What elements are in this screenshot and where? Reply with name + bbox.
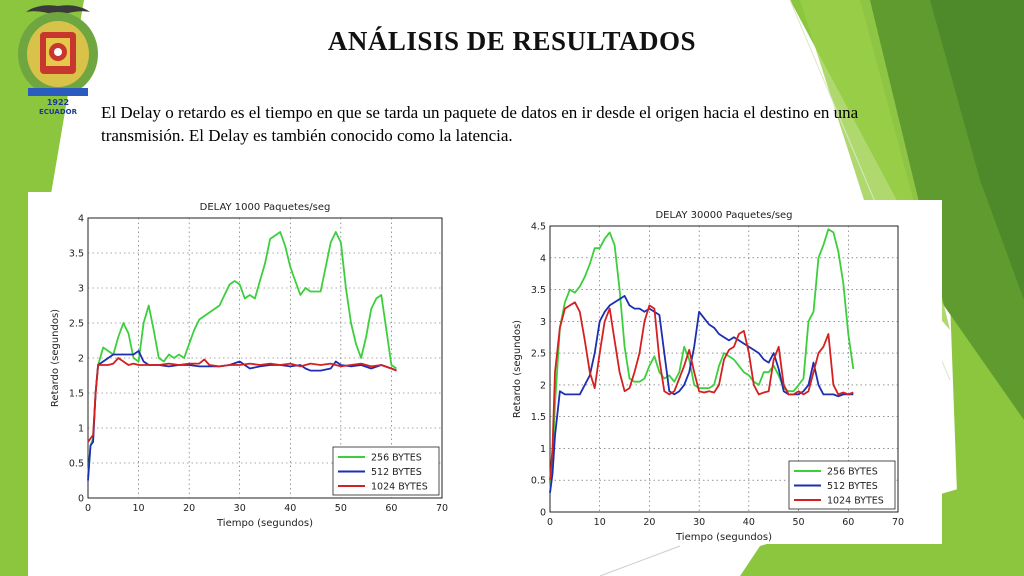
chart1-ytick-label: 0.5 [69,459,84,470]
chart1-xtick-label: 30 [234,503,246,514]
chart2-xtick-label: 0 [547,517,553,528]
chart1-series-line-1 [87,231,398,478]
chart1-xtick-label: 0 [85,503,91,514]
chart2-xtick-label: 10 [594,517,606,528]
chart2-title: DELAY 30000 Paquetes/seg [655,210,792,221]
chart2-ylabel: Retardo (segundos) [512,320,523,418]
chart2-xtick-label: 60 [842,517,854,528]
chart1-title: DELAY 1000 Paquetes/seg [200,202,331,213]
chart2-ytick-label: 3.5 [531,285,546,296]
chart2-xtick-label: 20 [643,517,655,528]
chart2-ytick-label: 1.5 [531,412,546,423]
chart1-legend-label: 256 BYTES [371,453,422,464]
slide-title: ANÁLISIS DE RESULTADOS [327,26,697,56]
chart1-xtick-label: 20 [183,503,195,514]
chart1-ytick-label: 3 [78,284,84,295]
chart2-ytick-label: 0.5 [531,476,546,487]
chart1-xlabel: Tiempo (segundos) [216,518,313,529]
slide-body-text: El Delay o retardo es el tiempo en que s… [101,103,859,145]
chart2-ytick-label: 2.5 [531,349,546,360]
chart-delay-30000: DELAY 30000 Paquetes/seg 0 10 20 30 40 50 60 70 0… [508,200,942,544]
chart1-ytick-label: 0 [78,494,84,505]
chart1-ytick-label: 4 [78,214,84,225]
condor-wings-icon [26,5,90,16]
chart2-legend-label: 256 BYTES [827,467,878,478]
right-green-panel-mid [930,0,1024,300]
chart2-ytick-label: 1 [540,444,546,455]
chart2-xtick-label: 70 [892,517,904,528]
chart2-xtick-label: 50 [793,517,805,528]
left-green-band-lower [0,200,28,576]
chart1-ytick-label: 2.5 [69,319,84,330]
chart2-ytick-label: 4 [540,253,546,264]
chart1-legend-label: 512 BYTES [371,467,422,478]
chart2-legend-label: 1024 BYTES [827,496,884,507]
chart2-ytick-label: 3 [540,317,546,328]
emblem-country: ECUADOR [39,108,78,116]
chart1-ytick-label: 2 [78,354,84,365]
chart2-xlabel: Tiempo (segundos) [675,532,772,543]
chart2-ytick-label: 0 [540,508,546,519]
chart1-ytick-label: 3.5 [69,249,84,260]
chart1-ytick-label: 1.5 [69,389,84,400]
emblem-year: 1922 [47,98,69,107]
chart2-series-line-3 [549,301,854,481]
chart1-legend-label: 1024 BYTES [371,482,428,493]
chart-delay-1000-svg: DELAY 1000 Paquetes/seg 0 10 20 30 40 50 60 70 0 0… [50,202,448,529]
chart1-ytick-label: 1 [78,424,84,435]
chart2-ytick-label: 4.5 [531,222,546,233]
chart1-series-line-3 [87,357,397,443]
chart1-xtick-label: 60 [385,503,397,514]
chart2-ytick-label: 2 [540,380,546,391]
chart1-xtick-label: 50 [335,503,347,514]
chart1-xtick-label: 70 [436,503,448,514]
chart2-xtick-label: 30 [693,517,705,528]
chart1-ylabel: Retardo (segundos) [50,309,61,407]
deco-thin-line [599,545,681,576]
chart1-xtick-label: 40 [284,503,296,514]
chart2-xtick-label: 40 [743,517,755,528]
chart-delay-1000: DELAY 1000 Paquetes/seg 0 10 20 30 40 50 60 70 0 0… [28,192,464,536]
chart2-legend-label: 512 BYTES [827,481,878,492]
chart1-xtick-label: 10 [133,503,145,514]
ecuador-emblem: 1922 ECUADOR [18,5,98,116]
